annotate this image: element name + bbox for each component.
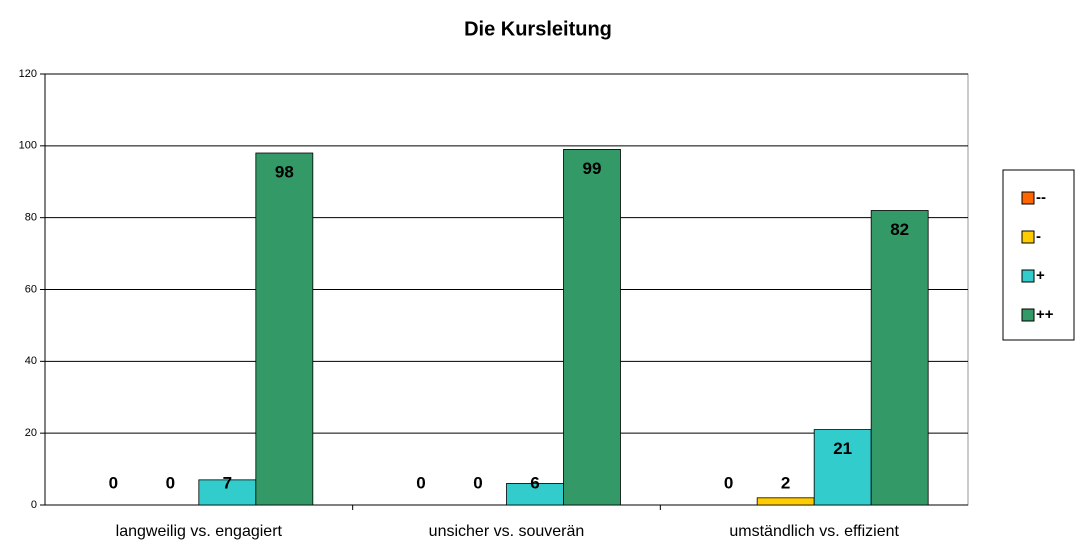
bar <box>756 497 815 506</box>
value-label: 0 <box>109 473 118 492</box>
legend-label: ++ <box>1036 306 1054 323</box>
bar <box>870 210 929 506</box>
legend-box <box>1002 169 1075 341</box>
x-tick-label: unsicher vs. souverän <box>429 523 585 540</box>
value-label: 0 <box>473 473 482 492</box>
value-label: 82 <box>890 220 909 239</box>
y-tick-label: 120 <box>19 68 37 80</box>
legend-swatch <box>1021 308 1035 322</box>
legend-label: -- <box>1036 189 1046 206</box>
bar <box>563 149 621 506</box>
value-label: 98 <box>275 163 294 182</box>
chart-title: Die Kursleitung <box>464 18 612 40</box>
x-tick-label: umständlich vs. effizient <box>729 523 899 540</box>
legend-label: + <box>1036 267 1045 284</box>
legend-swatch <box>1021 191 1035 205</box>
y-tick-label: 100 <box>19 140 37 152</box>
y-tick-label: 40 <box>25 355 37 367</box>
bar <box>813 429 872 506</box>
legend-swatch <box>1021 230 1035 244</box>
value-label: 21 <box>833 439 852 458</box>
bar <box>255 152 314 506</box>
value-label: 0 <box>166 473 175 492</box>
value-label: 0 <box>724 473 733 492</box>
y-tick-label: 80 <box>25 212 37 224</box>
value-label: 99 <box>583 159 602 178</box>
value-label: 6 <box>530 473 539 492</box>
legend-swatch <box>1021 269 1035 283</box>
legend-label: - <box>1036 228 1041 245</box>
x-tick-label: langweilig vs. engagiert <box>116 523 283 540</box>
y-tick-label: 0 <box>31 499 37 511</box>
value-label: 0 <box>416 473 425 492</box>
y-tick-label: 60 <box>25 283 37 295</box>
y-tick-label: 20 <box>25 427 37 439</box>
value-label: 2 <box>781 473 790 492</box>
value-label: 7 <box>223 473 232 492</box>
bar <box>198 479 257 506</box>
